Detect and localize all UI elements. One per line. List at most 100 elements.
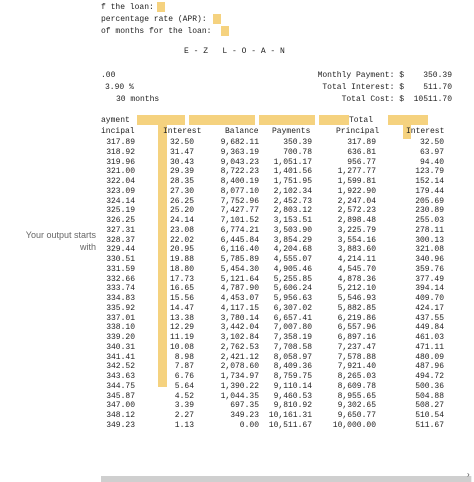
principal-cell: 341.41 (106, 352, 135, 362)
interest-cell: 14.47 (169, 303, 194, 313)
total-principal-cell: 5,546.93 (337, 294, 376, 303)
column-bar-left (158, 125, 167, 387)
total-interest-cell: 152.14 (415, 177, 444, 186)
total-interest-cell: 510.54 (415, 411, 444, 420)
principal-cell: 345.87 (106, 391, 135, 401)
principal-cell: 343.63 (106, 372, 135, 381)
interest-cell: 12.29 (169, 323, 194, 333)
scroll-right-arrow-icon[interactable]: › (467, 470, 470, 479)
table-row: 341.41 8.98 2,421.12 8,058.97 7,578.88 480.09 (101, 353, 471, 363)
interest-cell: 11.19 (169, 333, 194, 342)
balance-cell: 4,787.90 (220, 284, 259, 294)
horizontal-scrollbar[interactable] (101, 476, 472, 482)
monthly-payment: Monthly Payment: $ 350.39 (317, 71, 452, 80)
principal-cell: 347.00 (106, 401, 135, 411)
balance-cell: 9,043.23 (220, 157, 259, 167)
balance-cell: 349.23 (230, 411, 259, 420)
principal-cell: 331.59 (106, 264, 135, 274)
balance-cell: 697.35 (230, 401, 259, 411)
principal-cell: 334.83 (106, 294, 135, 303)
balance-cell: 8,400.19 (220, 177, 259, 186)
principal-cell: 338.10 (106, 323, 135, 333)
total-interest-cell: 300.13 (415, 235, 444, 245)
total-principal-cell: 9,650.77 (337, 411, 376, 420)
header-payments: Payments (272, 127, 311, 136)
interest-cell: 32.50 (169, 138, 194, 147)
column-bar-right (403, 125, 411, 139)
total-principal-cell: 5,212.10 (337, 284, 376, 294)
table-row: 339.20 11.19 3,102.84 7,358.19 6,897.16 461.0… (101, 333, 471, 343)
payments-cell: 350.39 (283, 138, 312, 147)
payments-cell: 3,854.29 (273, 235, 312, 245)
table-row: 321.00 29.39 8,722.23 1,401.56 1,277.77 123.7… (101, 167, 471, 177)
principal-cell: 333.74 (106, 284, 135, 294)
interest-cell: 24.14 (169, 216, 194, 225)
header-total: Total (349, 116, 374, 125)
interest-cell: 25.20 (169, 206, 194, 216)
interest-cell: 17.73 (169, 274, 194, 284)
payments-cell: 2,102.34 (273, 186, 312, 196)
header-total-principal: Principal (336, 127, 380, 136)
table-row: 333.74 16.65 4,787.90 5,606.24 5,212.10 394.1… (101, 284, 471, 294)
total-principal-cell: 317.89 (347, 138, 376, 147)
payments-cell: 5,255.85 (273, 274, 312, 284)
total-principal-cell: 956.77 (347, 157, 376, 167)
interest-cell: 2.27 (174, 411, 194, 420)
table-row: 328.37 22.02 6,445.84 3,854.29 3,554.16 300.1… (101, 236, 471, 246)
total-interest-cell: 377.49 (415, 274, 444, 284)
output-viewer[interactable]: f the loan: percentage rate (APR): of mo… (101, 0, 472, 482)
table-row: 318.92 31.47 9,363.19 700.78 636.81 63.97 (101, 148, 471, 158)
principal-cell: 318.92 (106, 147, 135, 157)
total-interest-cell: 424.17 (415, 303, 444, 313)
total-interest-cell: 504.88 (415, 391, 444, 401)
payments-cell: 700.78 (283, 147, 312, 157)
program-title: E - Z L - O - A - N (184, 47, 285, 56)
header-interest: Interest (163, 127, 202, 136)
principal-cell: 327.31 (106, 225, 135, 235)
balance-cell: 9,682.11 (220, 138, 259, 147)
balance-cell: 2,421.12 (220, 352, 259, 362)
balance-cell: 2,762.53 (220, 342, 259, 352)
total-principal-cell: 3,883.60 (337, 245, 376, 255)
table-row: 348.12 2.27 349.23 10,161.31 9,650.77 510.54 (101, 411, 471, 421)
total-principal-cell: 10,000.00 (332, 420, 376, 430)
interest-cell: 10.08 (169, 342, 194, 352)
total-principal-cell: 7,578.88 (337, 352, 376, 362)
table-row: 324.14 26.25 7,752.96 2,452.73 2,247.04 205.6… (101, 197, 471, 207)
total-interest-cell: 449.84 (415, 323, 444, 333)
total-interest-cell: 123.79 (415, 167, 444, 177)
total-interest-summary: Total Interest: $ 511.70 (322, 83, 452, 92)
header-bar-2 (189, 115, 255, 125)
payments-cell: 7,358.19 (273, 333, 312, 342)
balance-cell: 5,785.89 (220, 255, 259, 264)
balance-cell: 9,363.19 (220, 147, 259, 157)
balance-cell: 3,780.14 (220, 313, 259, 323)
interest-cell: 20.95 (169, 245, 194, 255)
payments-cell: 8,058.97 (273, 352, 312, 362)
table-row: 338.10 12.29 3,442.04 7,007.80 6,557.96 449.8… (101, 323, 471, 333)
interest-cell: 18.80 (169, 264, 194, 274)
payments-cell: 10,511.67 (268, 420, 312, 430)
payments-cell: 6,307.02 (273, 303, 312, 313)
total-principal-cell: 9,302.65 (337, 401, 376, 411)
table-row: 347.00 3.39 697.35 9,810.92 9,302.65 508.27 (101, 401, 471, 411)
total-interest-cell: 230.89 (415, 206, 444, 216)
scrollbar-thumb[interactable] (101, 476, 471, 482)
payments-cell: 4,905.46 (273, 264, 312, 274)
interest-cell: 22.02 (169, 235, 194, 245)
interest-cell: 29.39 (169, 167, 194, 177)
balance-cell: 5,121.64 (220, 274, 259, 284)
total-principal-cell: 7,921.40 (337, 362, 376, 372)
header-total-interest: Interest (406, 127, 445, 136)
table-row: 326.25 24.14 7,101.52 3,153.51 2,898.48 255.0… (101, 216, 471, 226)
total-principal-cell: 2,247.04 (337, 196, 376, 206)
principal-cell: 339.20 (106, 333, 135, 342)
principal-cell: 332.66 (106, 274, 135, 284)
principal-cell: 323.09 (106, 186, 135, 196)
principal-cell: 340.31 (106, 342, 135, 352)
interest-cell: 8.98 (174, 352, 194, 362)
principal-cell: 319.96 (106, 157, 135, 167)
balance-cell: 7,101.52 (220, 216, 259, 225)
interest-cell: 5.64 (174, 381, 194, 391)
payments-cell: 8,759.75 (273, 372, 312, 381)
